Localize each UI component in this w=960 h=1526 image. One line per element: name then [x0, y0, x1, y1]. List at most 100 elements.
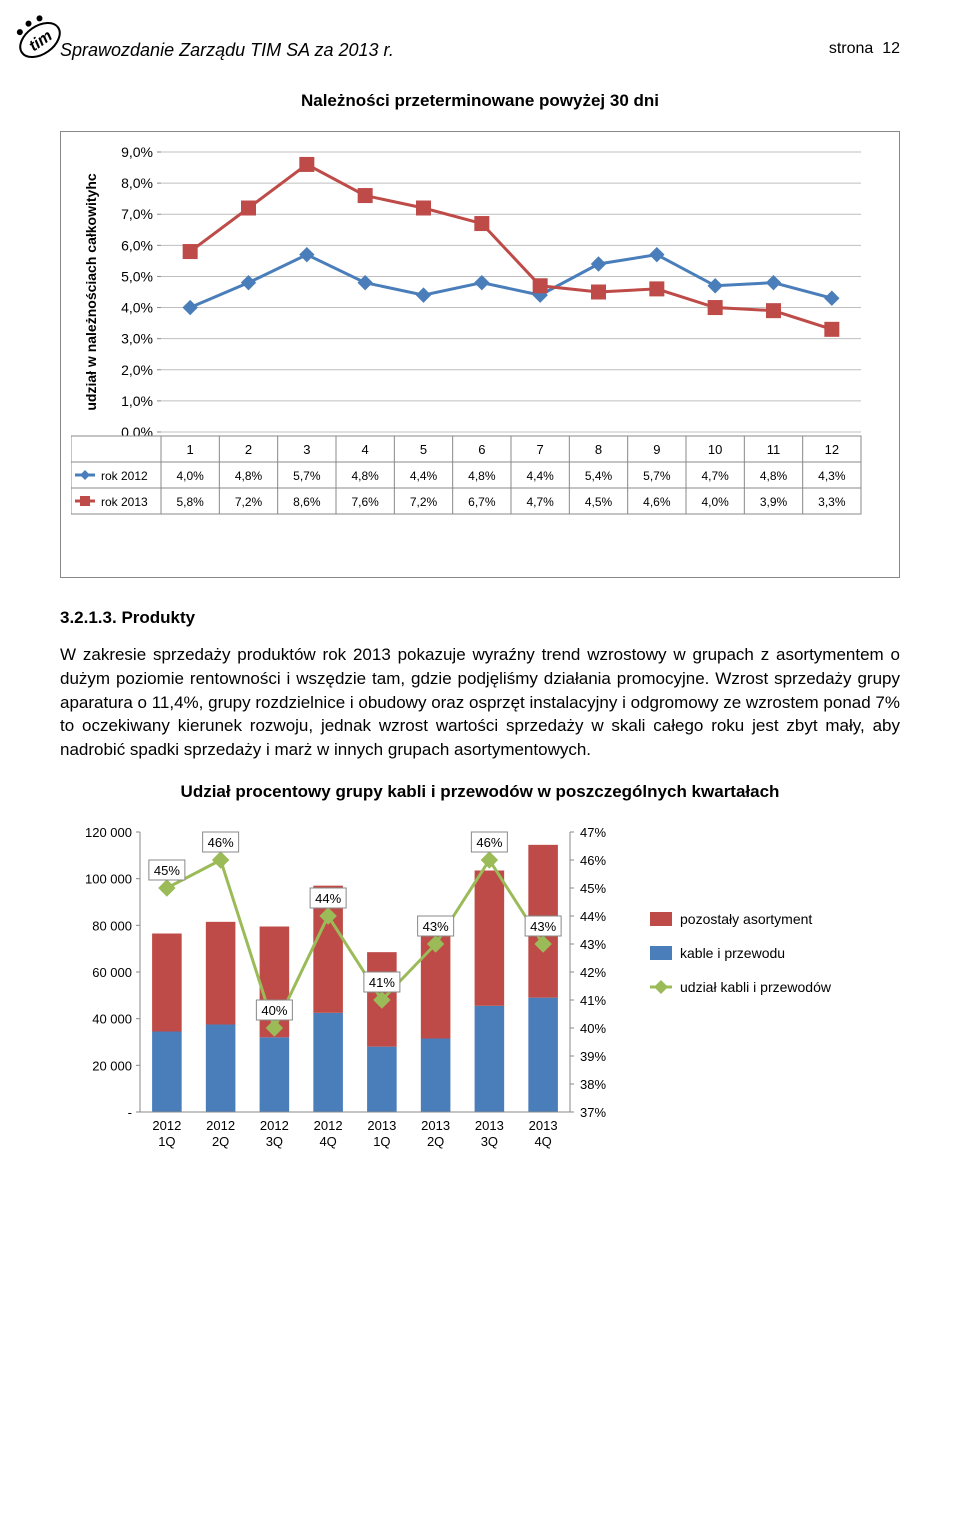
svg-text:2013: 2013	[421, 1118, 450, 1133]
svg-text:4Q: 4Q	[534, 1134, 551, 1149]
svg-text:4,4%: 4,4%	[526, 469, 554, 483]
svg-text:6: 6	[478, 442, 485, 457]
svg-text:3,9%: 3,9%	[760, 495, 788, 509]
svg-text:100 000: 100 000	[85, 872, 132, 887]
svg-text:7,6%: 7,6%	[351, 495, 379, 509]
svg-text:4,7%: 4,7%	[701, 469, 729, 483]
svg-text:40%: 40%	[580, 1021, 606, 1036]
svg-text:80 000: 80 000	[92, 918, 132, 933]
body-paragraph: W zakresie sprzedaży produktów rok 2013 …	[60, 643, 900, 762]
svg-text:47%: 47%	[580, 825, 606, 840]
svg-text:12: 12	[825, 442, 839, 457]
svg-text:10: 10	[708, 442, 722, 457]
doc-title: Sprawozdanie Zarządu TIM SA za 2013 r.	[60, 40, 394, 61]
svg-text:6,0%: 6,0%	[121, 237, 153, 253]
svg-text:2012: 2012	[260, 1118, 289, 1133]
svg-text:4,0%: 4,0%	[701, 495, 729, 509]
svg-text:4,3%: 4,3%	[818, 469, 846, 483]
svg-text:4: 4	[362, 442, 369, 457]
svg-text:2,0%: 2,0%	[121, 362, 153, 378]
svg-text:8,6%: 8,6%	[293, 495, 321, 509]
svg-text:42%: 42%	[580, 965, 606, 980]
tim-logo: tim	[10, 10, 70, 70]
chart1-title: Należności przeterminowane powyżej 30 dn…	[60, 91, 900, 111]
svg-text:4,8%: 4,8%	[468, 469, 496, 483]
svg-text:6,7%: 6,7%	[468, 495, 496, 509]
svg-text:37%: 37%	[580, 1105, 606, 1120]
svg-text:1,0%: 1,0%	[121, 393, 153, 409]
svg-text:4,8%: 4,8%	[235, 469, 263, 483]
svg-text:45%: 45%	[580, 881, 606, 896]
svg-text:40 000: 40 000	[92, 1012, 132, 1027]
svg-text:60 000: 60 000	[92, 965, 132, 980]
svg-text:44%: 44%	[580, 909, 606, 924]
svg-text:4,8%: 4,8%	[760, 469, 788, 483]
svg-text:3,0%: 3,0%	[121, 331, 153, 347]
svg-text:2Q: 2Q	[212, 1134, 229, 1149]
svg-text:7,0%: 7,0%	[121, 206, 153, 222]
svg-text:7: 7	[537, 442, 544, 457]
svg-text:1Q: 1Q	[373, 1134, 390, 1149]
svg-text:2012: 2012	[152, 1118, 181, 1133]
svg-text:8: 8	[595, 442, 602, 457]
svg-text:rok 2013: rok 2013	[101, 495, 148, 509]
svg-text:7,2%: 7,2%	[410, 495, 438, 509]
svg-text:2013: 2013	[529, 1118, 558, 1133]
chart2-title: Udział procentowy grupy kabli i przewodó…	[60, 782, 900, 802]
svg-text:7,2%: 7,2%	[235, 495, 263, 509]
svg-text:11: 11	[767, 442, 781, 457]
svg-text:4,0%: 4,0%	[176, 469, 204, 483]
svg-text:43%: 43%	[580, 937, 606, 952]
svg-text:41%: 41%	[580, 993, 606, 1008]
svg-text:5: 5	[420, 442, 427, 457]
page-number: strona 12	[829, 40, 900, 58]
svg-text:43%: 43%	[423, 919, 449, 934]
svg-text:4Q: 4Q	[319, 1134, 336, 1149]
svg-text:4,8%: 4,8%	[351, 469, 379, 483]
chart1: 0,0%1,0%2,0%3,0%4,0%5,0%6,0%7,0%8,0%9,0%…	[60, 131, 900, 578]
svg-text:-: -	[128, 1105, 132, 1120]
svg-text:41%: 41%	[369, 975, 395, 990]
svg-text:3: 3	[303, 442, 310, 457]
svg-text:39%: 39%	[580, 1049, 606, 1064]
svg-text:5,7%: 5,7%	[293, 469, 321, 483]
svg-text:46%: 46%	[476, 835, 502, 850]
svg-text:5,4%: 5,4%	[585, 469, 613, 483]
svg-text:4,7%: 4,7%	[526, 495, 554, 509]
svg-text:1: 1	[187, 442, 194, 457]
svg-text:120 000: 120 000	[85, 825, 132, 840]
svg-text:kable i przewodu: kable i przewodu	[680, 945, 785, 961]
svg-text:9,0%: 9,0%	[121, 144, 153, 160]
svg-text:40%: 40%	[261, 1003, 287, 1018]
chart2: - 20 000 40 000 60 000 80 000 100 000 120 000 3…	[60, 822, 910, 1182]
svg-text:2012: 2012	[206, 1118, 235, 1133]
svg-text:8,0%: 8,0%	[121, 175, 153, 191]
svg-text:4,0%: 4,0%	[121, 300, 153, 316]
svg-text:2: 2	[245, 442, 252, 457]
svg-text:2012: 2012	[314, 1118, 343, 1133]
svg-text:2013: 2013	[367, 1118, 396, 1133]
svg-text:rok 2012: rok 2012	[101, 469, 148, 483]
svg-text:4,5%: 4,5%	[585, 495, 613, 509]
svg-text:46%: 46%	[580, 853, 606, 868]
svg-text:3Q: 3Q	[266, 1134, 283, 1149]
svg-text:20 000: 20 000	[92, 1058, 132, 1073]
svg-text:9: 9	[653, 442, 660, 457]
section-heading: 3.2.1.3. Produkty	[60, 608, 900, 628]
svg-text:44%: 44%	[315, 891, 341, 906]
svg-text:4,4%: 4,4%	[410, 469, 438, 483]
svg-text:pozostały asortyment: pozostały asortyment	[680, 911, 812, 927]
svg-text:3Q: 3Q	[481, 1134, 498, 1149]
svg-text:46%: 46%	[208, 835, 234, 850]
svg-text:5,8%: 5,8%	[176, 495, 204, 509]
svg-text:3,3%: 3,3%	[818, 495, 846, 509]
svg-text:45%: 45%	[154, 863, 180, 878]
svg-text:5,7%: 5,7%	[643, 469, 671, 483]
svg-text:5,0%: 5,0%	[121, 268, 153, 284]
svg-text:43%: 43%	[530, 919, 556, 934]
svg-text:2Q: 2Q	[427, 1134, 444, 1149]
svg-text:udział w należnościach całkowi: udział w należnościach całkowityhc	[83, 173, 99, 411]
svg-text:38%: 38%	[580, 1077, 606, 1092]
svg-text:udział kabli i przewodów: udział kabli i przewodów	[680, 979, 832, 995]
svg-text:1Q: 1Q	[158, 1134, 175, 1149]
